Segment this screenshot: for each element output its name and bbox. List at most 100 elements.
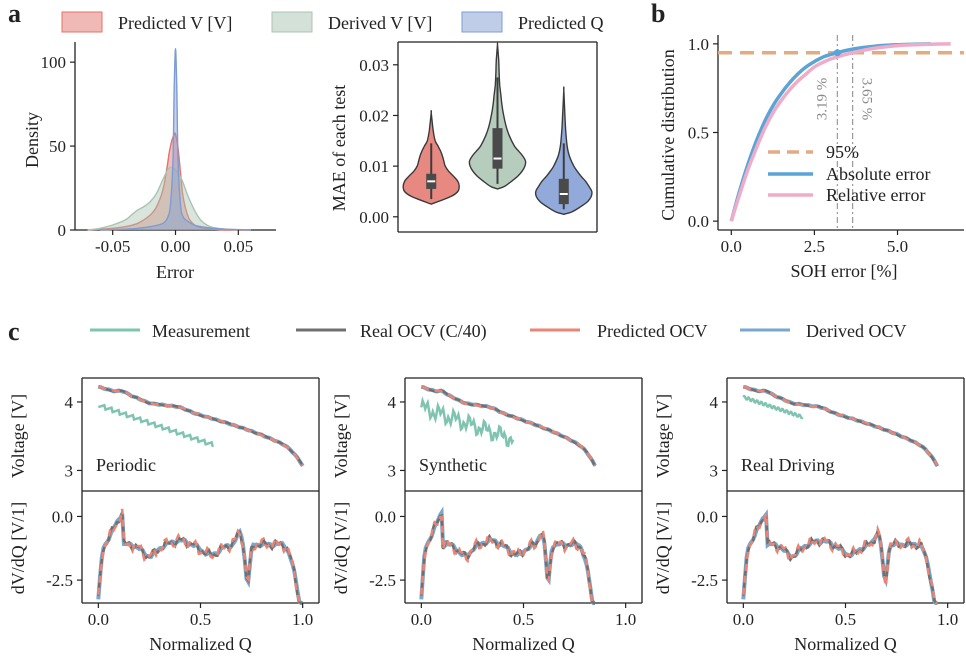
ocv-dvdq-line-predicted_ocv <box>742 513 938 605</box>
violin-ytick-label: 0.02 <box>359 106 389 125</box>
ocv-voltage-line-predicted_ocv <box>421 385 597 467</box>
ocv-panel-1-xtick-label: 1.0 <box>615 610 636 629</box>
cdf-ytick-label: 1.0 <box>688 35 709 54</box>
cdf-annotation-label: 3.19 % <box>814 78 830 121</box>
legend-c-derived-ocv: Derived OCV <box>806 321 906 341</box>
ocv-panels: Periodic 0.0 0.5 1.0 3 4 -2.5 0.0 Normalized Q Vo… <box>8 377 965 654</box>
ocv-panel-0-xtick-label: 1.0 <box>292 610 313 629</box>
panel-label-b: b <box>651 0 665 28</box>
ocv-dvdq-line-predicted_ocv <box>420 515 595 605</box>
ocv-dvdq-line-predicted_ocv <box>97 508 303 605</box>
density-ytick-label: 50 <box>49 137 66 156</box>
ocv-measurement-line <box>420 396 515 448</box>
cdf-line-relative_error <box>729 42 951 222</box>
violin-plot: MAE of each test 0.00 0.01 0.02 0.03 <box>329 41 598 233</box>
ocv-measurement-line <box>742 394 804 420</box>
ocv-voltage-line-predicted_ocv <box>98 385 304 467</box>
ocv-panel-2-top-ytick-label: 3 <box>710 461 719 480</box>
legend-a-derived-v: Derived V [V] <box>328 13 432 33</box>
ocv-panel-label: Real Driving <box>741 455 834 475</box>
ocv-dvdq-line-derived_ocv <box>419 506 596 605</box>
ocv-voltage-line-real_ocv <box>98 385 304 467</box>
legend-c-measurement: Measurement <box>152 321 250 341</box>
ocv-panel-0-xtick-label: 0.0 <box>88 610 109 629</box>
cdf-plot: SOH error [%] Cumulative distribution 3.… <box>658 35 964 281</box>
ocv-panel-0-xtick-label: 0.5 <box>190 610 211 629</box>
cdf-xtick-label: 5.0 <box>887 237 908 256</box>
ocv-dvdq-line-real_ocv <box>420 513 595 605</box>
ocv-panel-1-bottom-ytick-label: -2.5 <box>369 571 396 590</box>
density-area-derived_v <box>87 167 239 230</box>
violin-ylabel: MAE of each test <box>329 85 349 211</box>
ocv-dvdq-line-real_ocv <box>97 511 303 605</box>
ocv-xlabel: Normalized Q <box>472 634 574 654</box>
cdf-line-absolute_error <box>729 42 931 222</box>
density-xtick-label: 0.00 <box>161 237 191 256</box>
density-xtick-label: -0.05 <box>95 237 130 256</box>
ocv-panel-1-top-ytick-label: 3 <box>388 461 397 480</box>
cdf-xtick-label: 0.0 <box>721 237 742 256</box>
ocv-panel-label: Synthetic <box>419 455 487 475</box>
ocv-ylabel-voltage: Voltage [V] <box>8 394 28 478</box>
legend-c-real-ocv: Real OCV (C/40) <box>360 321 487 342</box>
ocv-panel-0: Periodic 0.0 0.5 1.0 3 4 -2.5 0.0 Normalized Q Vo… <box>8 377 320 654</box>
cdf-intersection-dot <box>833 49 841 57</box>
ocv-ylabel-dvdq: dV/dQ [V/1] <box>8 502 28 595</box>
ocv-measurement-line <box>97 403 215 448</box>
ocv-ylabel-dvdq: dV/dQ [V/1] <box>653 502 673 595</box>
panel-label-a: a <box>8 0 21 28</box>
cdf-ylabel: Cumulative distribution <box>658 49 678 221</box>
ocv-panel-2-top-ytick-label: 4 <box>710 393 719 412</box>
ocv-xlabel: Normalized Q <box>794 634 896 654</box>
cdf-annotation-label: 3.65 % <box>859 78 875 121</box>
density-xlabel: Error <box>156 262 194 282</box>
density-line-derived_v <box>87 166 239 231</box>
legend-a-swatch-predicted-q <box>461 11 503 33</box>
density-plot: Error Density -0.05 0.00 0.05 0 50 100 <box>22 42 276 282</box>
cdf-xtick-label: 2.5 <box>804 237 825 256</box>
ocv-panel-2-bottom-ytick-label: 0.0 <box>697 507 718 526</box>
ocv-panel-0-top-ytick-label: 3 <box>65 461 74 480</box>
legend-a: Predicted V [V] Derived V [V] Predicted … <box>61 11 603 33</box>
cdf-xlabel: SOH error [%] <box>791 261 898 281</box>
ocv-panel-2-xtick-label: 0.5 <box>835 610 856 629</box>
legend-a-predicted-v: Predicted V [V] <box>118 13 232 33</box>
ocv-ylabel-dvdq: dV/dQ [V/1] <box>331 502 351 595</box>
ocv-dvdq-line-real_ocv <box>742 515 938 605</box>
violin-ytick-label: 0.01 <box>359 157 389 176</box>
ocv-dvdq-line-derived_ocv <box>741 509 938 605</box>
legend-c-predicted-ocv: Predicted OCV <box>597 321 707 341</box>
density-line-predicted_q <box>100 47 251 231</box>
ocv-dvdq-line-derived_ocv <box>96 513 303 605</box>
ocv-panel-2-bottom-ytick-label: -2.5 <box>691 571 718 590</box>
ocv-panel-2: Real Driving 0.0 0.5 1.0 3 4 -2.5 0.0 Normalized… <box>653 377 965 654</box>
cdf-legend-relative_error: Relative error <box>826 185 925 205</box>
cdf-ytick-label: 0.0 <box>688 212 709 231</box>
density-area-predicted_v <box>87 133 251 231</box>
cdf-legend-absolute_error: Absolute error <box>826 164 930 184</box>
ocv-voltage-line-predicted_ocv <box>743 385 939 466</box>
panel-label-c: c <box>8 317 20 346</box>
violin-box <box>492 128 503 169</box>
ocv-panel-1-xtick-label: 0.5 <box>513 610 534 629</box>
ocv-ylabel-voltage: Voltage [V] <box>653 394 673 478</box>
ocv-panel-2-xtick-label: 1.0 <box>937 610 958 629</box>
density-area-predicted_q <box>100 48 251 231</box>
density-ytick-label: 0 <box>58 221 67 240</box>
cdf-legend-threshold: 95% <box>826 142 859 162</box>
density-ylabel: Density <box>22 112 42 168</box>
legend-c: Measurement Real OCV (C/40) Predicted OC… <box>90 321 906 342</box>
ocv-panel-0-bottom-ytick-label: -2.5 <box>46 571 73 590</box>
ocv-voltage-line-derived_ocv <box>421 384 597 467</box>
ocv-panel-2-xtick-label: 0.0 <box>733 610 754 629</box>
ocv-panel-0-bottom-ytick-label: 0.0 <box>52 507 73 526</box>
ocv-xlabel: Normalized Q <box>149 634 251 654</box>
legend-a-swatch-predicted-v <box>61 11 103 33</box>
legend-a-swatch-derived-v <box>271 11 313 33</box>
ocv-panel-1-top-ytick-label: 4 <box>388 393 397 412</box>
density-ytick-label: 100 <box>41 53 67 72</box>
violin-ytick-label: 0.00 <box>359 208 389 227</box>
ocv-ylabel-voltage: Voltage [V] <box>331 394 351 478</box>
ocv-panel-0-top-ytick-label: 4 <box>65 393 74 412</box>
